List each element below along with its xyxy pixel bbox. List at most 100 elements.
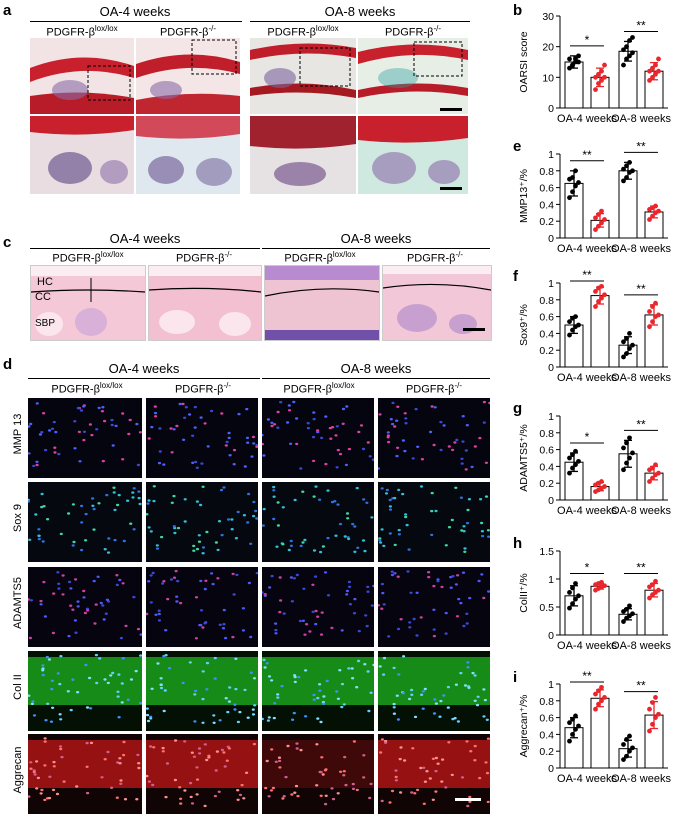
data-point bbox=[627, 435, 632, 441]
histology-image-safranin bbox=[358, 38, 468, 114]
data-point bbox=[653, 203, 658, 209]
data-point bbox=[599, 698, 604, 704]
group-label-oa8-a: OA-8 weeks bbox=[324, 4, 396, 19]
panel-label-i: i bbox=[513, 669, 518, 686]
data-point bbox=[573, 726, 578, 732]
data-point bbox=[650, 700, 655, 705]
data-point bbox=[602, 62, 607, 68]
data-point bbox=[593, 289, 598, 294]
histology-image-safranin bbox=[136, 38, 240, 114]
data-point bbox=[593, 215, 598, 221]
data-point bbox=[621, 619, 626, 624]
significance-mark: * bbox=[585, 560, 590, 574]
panel-label-e: e bbox=[513, 138, 522, 155]
data-point bbox=[573, 462, 578, 468]
fluorescence-image bbox=[28, 398, 142, 478]
data-point bbox=[650, 319, 655, 325]
group-underline bbox=[28, 378, 260, 379]
data-point bbox=[593, 706, 598, 712]
data-point bbox=[570, 465, 575, 471]
data-point bbox=[630, 35, 635, 40]
significance-mark: * bbox=[585, 430, 590, 444]
data-point bbox=[650, 213, 655, 219]
data-point bbox=[602, 484, 607, 489]
data-point bbox=[630, 342, 635, 348]
panel-label-b: b bbox=[513, 2, 523, 19]
data-point bbox=[599, 78, 604, 83]
data-point bbox=[650, 721, 655, 727]
category-label: OA-4 weeks bbox=[557, 505, 617, 517]
y-axis-label: ADAMTS5⁺/% bbox=[518, 424, 530, 491]
y-tick-label: 1 bbox=[548, 574, 554, 586]
genotype-label-flox: PDGFR-βlox/lox bbox=[46, 24, 118, 39]
data-point bbox=[624, 44, 629, 50]
data-point bbox=[650, 475, 655, 481]
data-point bbox=[576, 322, 581, 328]
y-tick-label: 1 bbox=[548, 679, 554, 691]
category-label: OA-4 weeks bbox=[557, 773, 617, 785]
group-label-oa4-a: OA-4 weeks bbox=[99, 4, 171, 19]
data-point bbox=[630, 168, 635, 174]
y-axis-label: ColII⁺/% bbox=[518, 573, 530, 612]
y-tick-label: 0.2 bbox=[539, 345, 554, 357]
data-point bbox=[656, 208, 661, 214]
data-point bbox=[576, 59, 581, 65]
data-point bbox=[653, 462, 658, 468]
category-label: OA-4 weeks bbox=[557, 113, 617, 125]
data-point bbox=[647, 479, 652, 484]
data-point bbox=[650, 582, 655, 587]
data-point bbox=[593, 87, 598, 92]
data-point bbox=[653, 71, 658, 77]
data-point bbox=[567, 605, 572, 611]
genotype-label-flox: PDGFR-βlox/lox bbox=[284, 250, 356, 265]
histology-image-safranin bbox=[250, 38, 356, 114]
data-point bbox=[573, 596, 578, 602]
data-point bbox=[630, 450, 635, 456]
significance-mark: ** bbox=[582, 148, 592, 162]
data-point bbox=[570, 732, 575, 737]
y-tick-label: 1 bbox=[548, 411, 554, 423]
group-underline bbox=[262, 378, 490, 379]
data-point bbox=[602, 583, 607, 589]
panel-label-h: h bbox=[513, 535, 523, 552]
histology-image-he bbox=[382, 265, 492, 341]
y-tick-label: 10 bbox=[542, 72, 554, 84]
y-tick-label: 0.8 bbox=[539, 166, 554, 178]
data-point bbox=[602, 74, 607, 80]
fluorescence-image bbox=[262, 482, 374, 562]
data-point bbox=[650, 74, 655, 80]
group-underline bbox=[250, 21, 470, 22]
data-point bbox=[570, 189, 575, 195]
data-point bbox=[596, 688, 601, 694]
data-point bbox=[567, 590, 572, 595]
y-tick-label: 0 bbox=[548, 495, 554, 507]
data-point bbox=[596, 212, 601, 217]
group-underline bbox=[30, 248, 260, 249]
y-tick-label: 0.4 bbox=[539, 199, 554, 211]
data-point bbox=[621, 742, 626, 747]
zone-label-cc: CC bbox=[35, 291, 51, 303]
group-underline bbox=[30, 21, 242, 22]
data-point bbox=[573, 314, 578, 319]
category-label: OA-4 weeks bbox=[557, 243, 617, 255]
data-point bbox=[599, 220, 604, 226]
y-tick-label: 1 bbox=[548, 149, 554, 161]
scale-bar bbox=[440, 187, 462, 190]
y-tick-label: 0 bbox=[548, 630, 554, 642]
histology-image-he bbox=[264, 265, 380, 341]
data-point bbox=[573, 713, 578, 719]
fluorescence-image bbox=[262, 651, 374, 731]
panel-label-d: d bbox=[3, 356, 13, 373]
data-point bbox=[627, 53, 632, 59]
genotype-label-ko: PDGFR-β-/- bbox=[159, 24, 217, 39]
scale-bar bbox=[455, 798, 481, 801]
data-point bbox=[567, 332, 572, 338]
data-point bbox=[647, 217, 652, 222]
data-point bbox=[567, 319, 572, 325]
data-point bbox=[627, 38, 632, 43]
data-point bbox=[647, 595, 652, 601]
data-point bbox=[624, 336, 629, 341]
data-point bbox=[621, 339, 626, 345]
data-point bbox=[621, 757, 626, 762]
